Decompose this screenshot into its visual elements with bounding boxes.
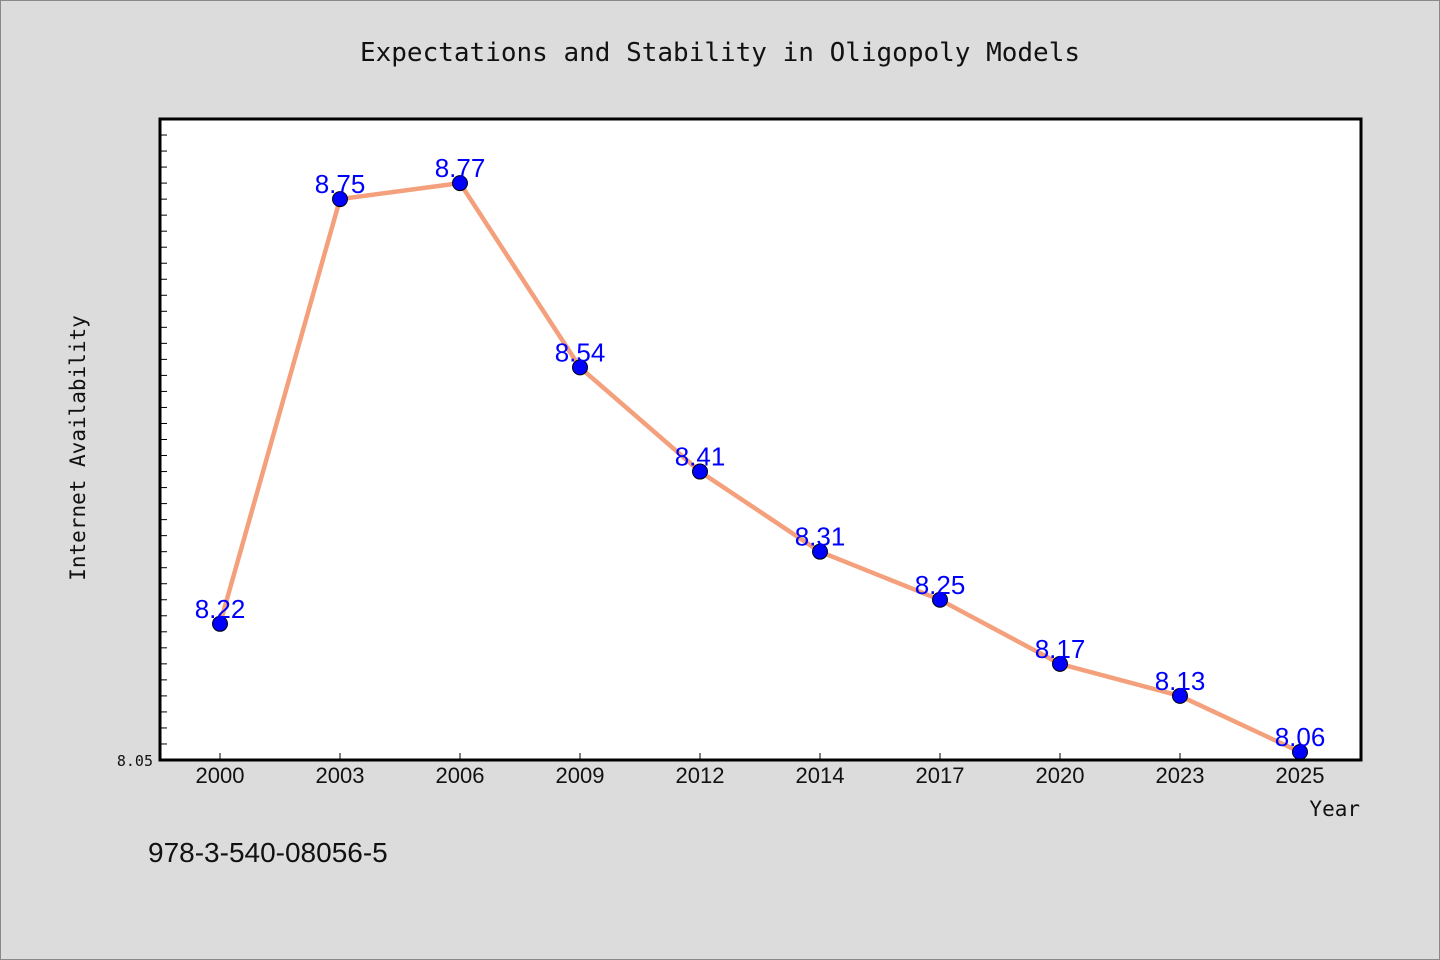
x-tick-label: 2020 <box>1036 763 1085 788</box>
series-markers <box>212 175 1308 760</box>
x-axis-ticks: 2000 2003 2006 2009 2012 2014 2017 2020 2023 2025 <box>196 753 1325 788</box>
chart-title: Expectations and Stability in Oligopoly … <box>360 38 1080 68</box>
x-tick-label: 2025 <box>1276 763 1325 788</box>
x-tick-label: 2000 <box>196 763 245 788</box>
y-tick-label: 8.05 <box>117 752 153 770</box>
x-tick-label: 2012 <box>676 763 725 788</box>
data-label: 8.22 <box>195 594 246 624</box>
y-axis-label: Internet Availability <box>66 315 90 581</box>
data-label: 8.25 <box>915 570 966 600</box>
plot-area <box>160 119 1361 760</box>
data-point <box>692 463 708 480</box>
plot-frame <box>158 117 1363 762</box>
data-label: 8.54 <box>555 337 606 367</box>
data-point <box>212 615 228 632</box>
x-tick-label: 2014 <box>796 763 845 788</box>
data-point <box>932 591 948 608</box>
data-label: 8.75 <box>315 169 366 199</box>
data-point <box>812 543 828 560</box>
data-point <box>572 359 588 376</box>
isbn-text: 978-3-540-08056-5 <box>148 837 388 868</box>
x-tick-label: 2009 <box>556 763 605 788</box>
x-tick-label: 2017 <box>916 763 965 788</box>
x-axis-label: Year <box>1309 797 1360 821</box>
data-labels: 8.22 8.75 8.77 8.54 8.41 8.31 8.25 8.17 8.13 8.06 <box>195 153 1326 752</box>
data-label: 8.13 <box>1155 666 1206 696</box>
x-tick-label: 2003 <box>316 763 365 788</box>
series-line <box>217 180 1303 755</box>
data-label: 8.17 <box>1035 634 1086 664</box>
data-label: 8.06 <box>1275 722 1326 752</box>
data-label: 8.77 <box>435 153 486 183</box>
data-label: 8.31 <box>795 522 846 552</box>
data-point <box>1172 687 1188 704</box>
data-point <box>452 175 468 192</box>
x-tick-label: 2006 <box>436 763 485 788</box>
data-label: 8.41 <box>675 442 726 472</box>
data-point <box>1052 655 1068 672</box>
data-point <box>332 191 348 208</box>
x-tick-label: 2023 <box>1156 763 1205 788</box>
